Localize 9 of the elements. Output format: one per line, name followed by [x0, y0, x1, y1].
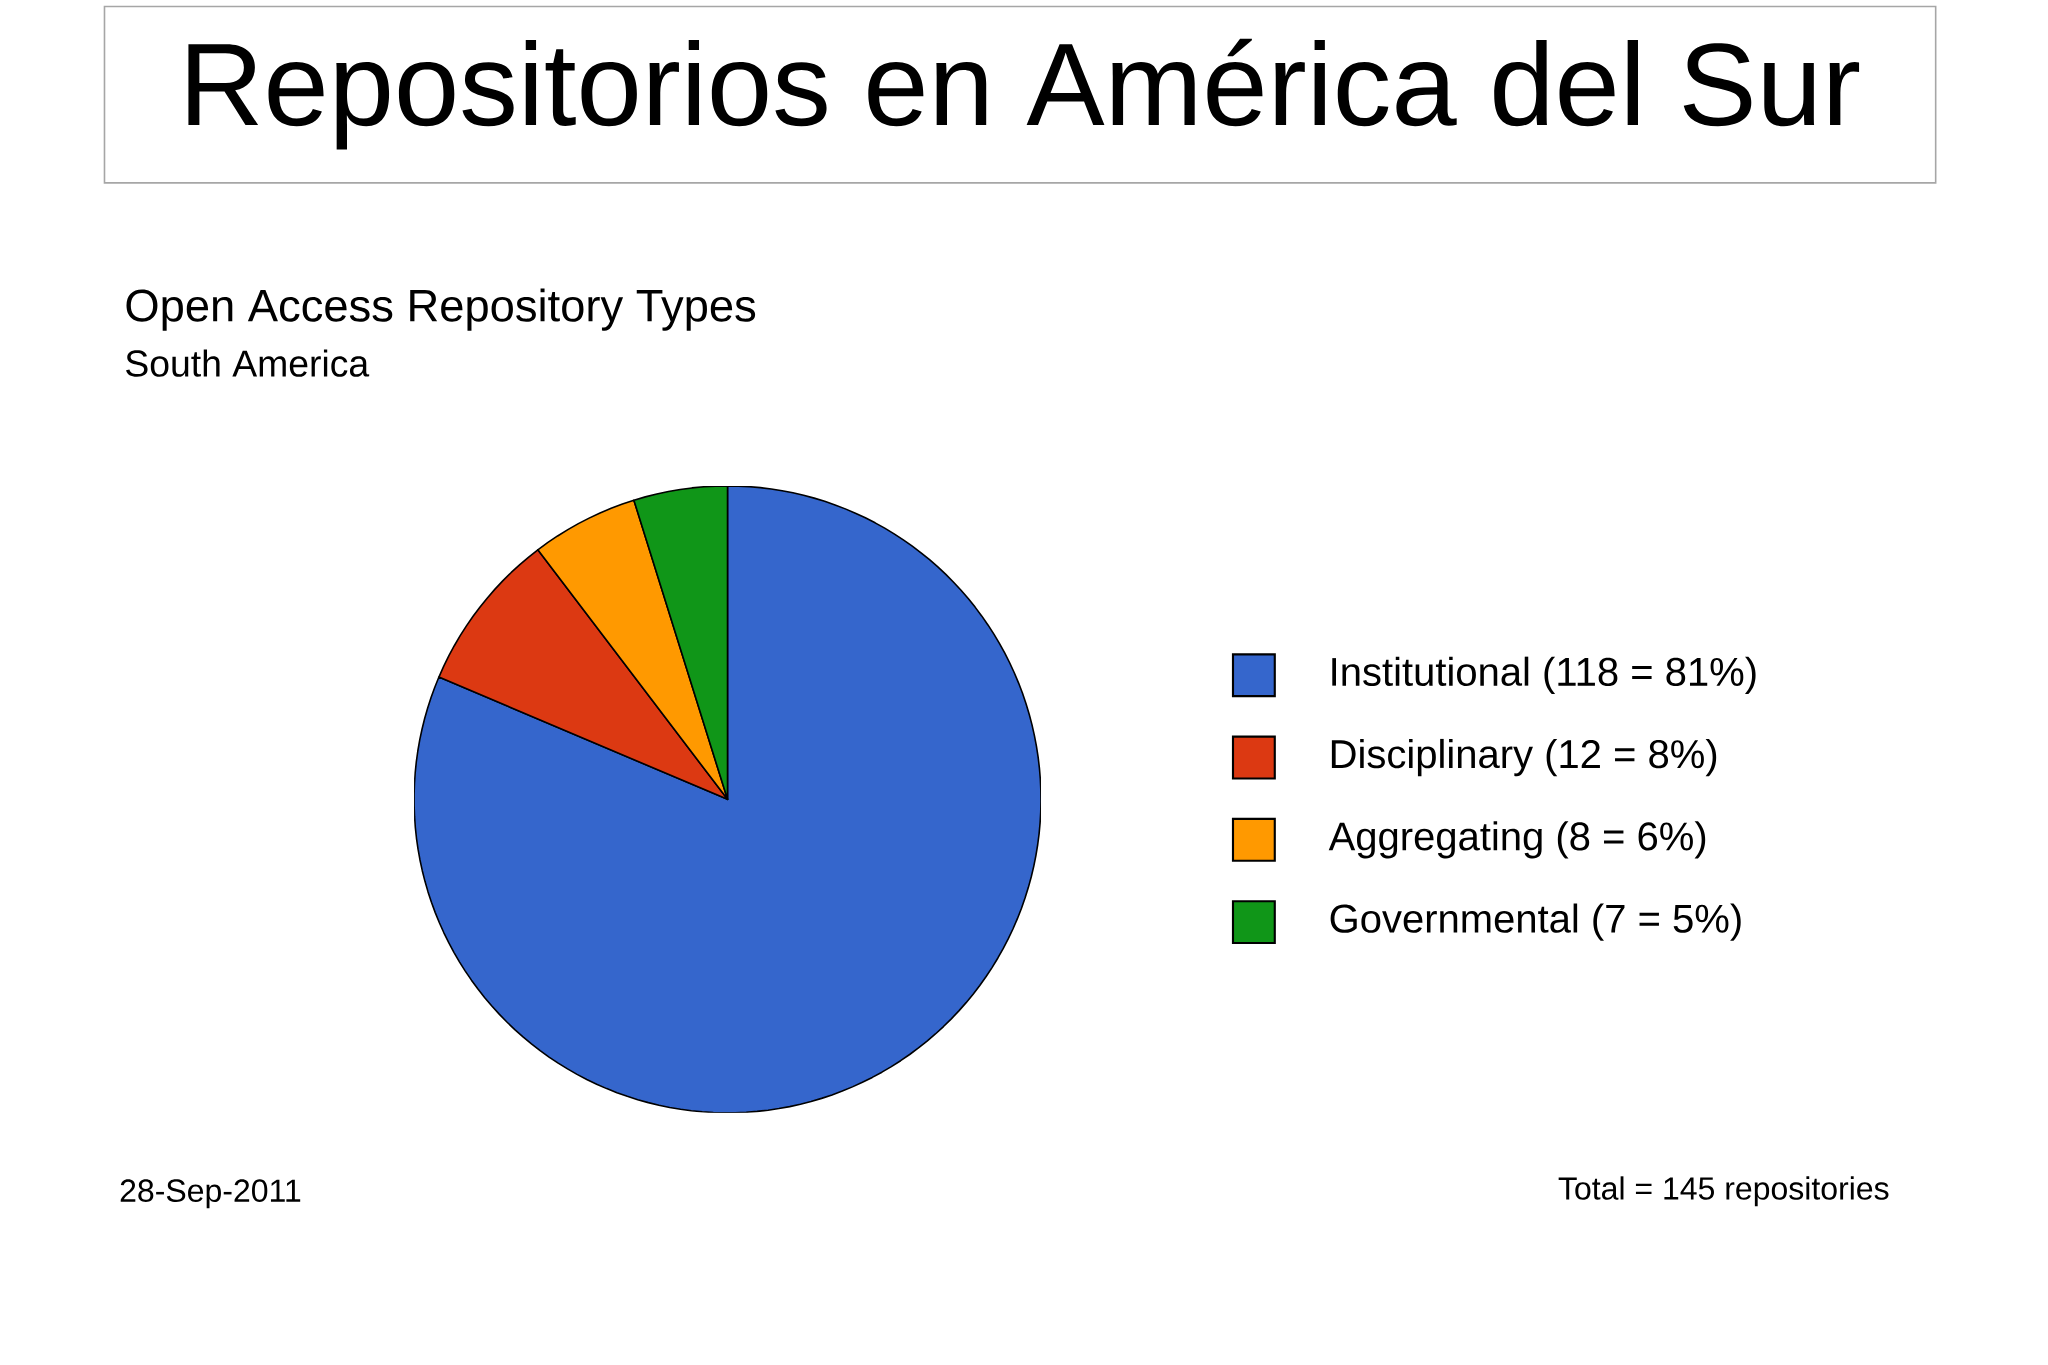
text: Total = 145 repositories	[1558, 1176, 1889, 1207]
legend-label: Governmental (7 = 5%)	[1330, 903, 1741, 941]
chart-subtitle: Open Access Repository Types	[126, 288, 756, 331]
chart-title: Repositorios en América del Sur	[188, 38, 1860, 150]
legend-label: Institutional (118 = 81%)	[1332, 656, 1756, 694]
legend-label: Disciplinary (12 = 8%)	[1331, 738, 1717, 777]
text: South America	[126, 349, 370, 377]
legend-label: Aggregating (8 = 6%)	[1328, 821, 1706, 859]
text: 28-Sep-2011	[120, 1179, 301, 1209]
